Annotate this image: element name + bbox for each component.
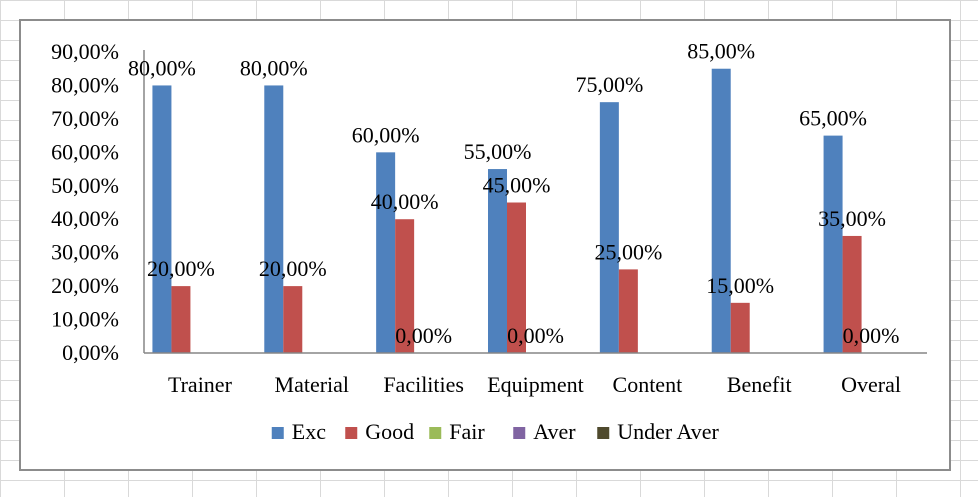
legend-swatch xyxy=(597,427,610,439)
legend-label: Exc xyxy=(292,419,326,444)
bar-exc xyxy=(823,135,843,353)
y-axis: 0,00% 10,00% 20,00% 30,00% 40,00% 50,00% 60,00… xyxy=(51,39,145,365)
x-tick-label: Facilities xyxy=(383,372,464,397)
legend-label: Aver xyxy=(533,419,576,444)
y-tick-label: 40,00% xyxy=(51,206,119,231)
x-tick-label: Content xyxy=(613,372,683,397)
bar-good xyxy=(730,302,750,353)
legend-label: Fair xyxy=(449,419,485,444)
y-tick-label: 30,00% xyxy=(51,240,119,265)
data-label: 65,00% xyxy=(799,106,867,131)
data-label: 0,00% xyxy=(507,323,564,348)
bar-good xyxy=(283,286,303,353)
legend-swatch xyxy=(345,427,358,439)
legend-swatch xyxy=(429,427,442,439)
bar-exc xyxy=(264,85,284,353)
data-label: 45,00% xyxy=(483,173,551,198)
chart-frame: 0,00% 10,00% 20,00% 30,00% 40,00% 50,00% 60,00… xyxy=(19,19,951,471)
y-tick-label: 50,00% xyxy=(51,173,119,198)
x-axis: Trainer Material Facilities Equipment Conten… xyxy=(144,352,927,397)
bar-exc xyxy=(711,68,731,353)
y-tick-label: 80,00% xyxy=(51,72,119,97)
legend-label: Under Aver xyxy=(617,419,719,444)
bars xyxy=(152,68,862,354)
data-label: 0,00% xyxy=(395,323,452,348)
legend: Exc Good Fair Aver Under Aver xyxy=(271,419,720,444)
bar-exc xyxy=(152,85,172,353)
data-label: 80,00% xyxy=(128,55,196,80)
bar-exc xyxy=(376,152,396,353)
bar-good xyxy=(171,286,191,353)
data-label: 60,00% xyxy=(352,122,420,147)
data-label: 15,00% xyxy=(706,273,774,298)
data-labels: 80,00% 20,00% 80,00% 20,00% 60,00% 40,00% 0,00… xyxy=(128,39,899,348)
data-label: 55,00% xyxy=(464,139,532,164)
x-tick-label: Material xyxy=(275,372,350,397)
legend-label: Good xyxy=(365,419,414,444)
bar-exc xyxy=(599,102,619,354)
legend-swatch xyxy=(513,427,526,439)
data-label: 20,00% xyxy=(259,256,327,281)
x-tick-label: Overal xyxy=(841,372,901,397)
data-label: 80,00% xyxy=(240,55,308,80)
bar-good xyxy=(507,202,526,353)
legend-swatch xyxy=(271,427,284,439)
data-label: 0,00% xyxy=(843,323,900,348)
x-tick-label: Equipment xyxy=(487,372,584,397)
data-label: 40,00% xyxy=(371,189,439,214)
y-tick-label: 10,00% xyxy=(51,307,119,332)
data-label: 85,00% xyxy=(687,39,755,64)
data-label: 25,00% xyxy=(594,239,662,264)
data-label: 20,00% xyxy=(147,256,215,281)
y-tick-label: 70,00% xyxy=(51,106,119,131)
x-tick-label: Benefit xyxy=(727,372,792,397)
y-tick-label: 60,00% xyxy=(51,139,119,164)
y-tick-label: 20,00% xyxy=(51,273,119,298)
bar-good xyxy=(618,269,638,353)
data-label: 35,00% xyxy=(818,206,886,231)
x-tick-label: Trainer xyxy=(168,372,233,397)
y-tick-label: 0,00% xyxy=(62,340,119,365)
data-label: 75,00% xyxy=(575,72,643,97)
bar-chart: 0,00% 10,00% 20,00% 30,00% 40,00% 50,00% 60,00… xyxy=(51,39,927,444)
bar-good xyxy=(395,219,415,353)
y-tick-label: 90,00% xyxy=(51,39,119,64)
bar-exc xyxy=(488,169,507,353)
bar-good xyxy=(842,235,862,353)
